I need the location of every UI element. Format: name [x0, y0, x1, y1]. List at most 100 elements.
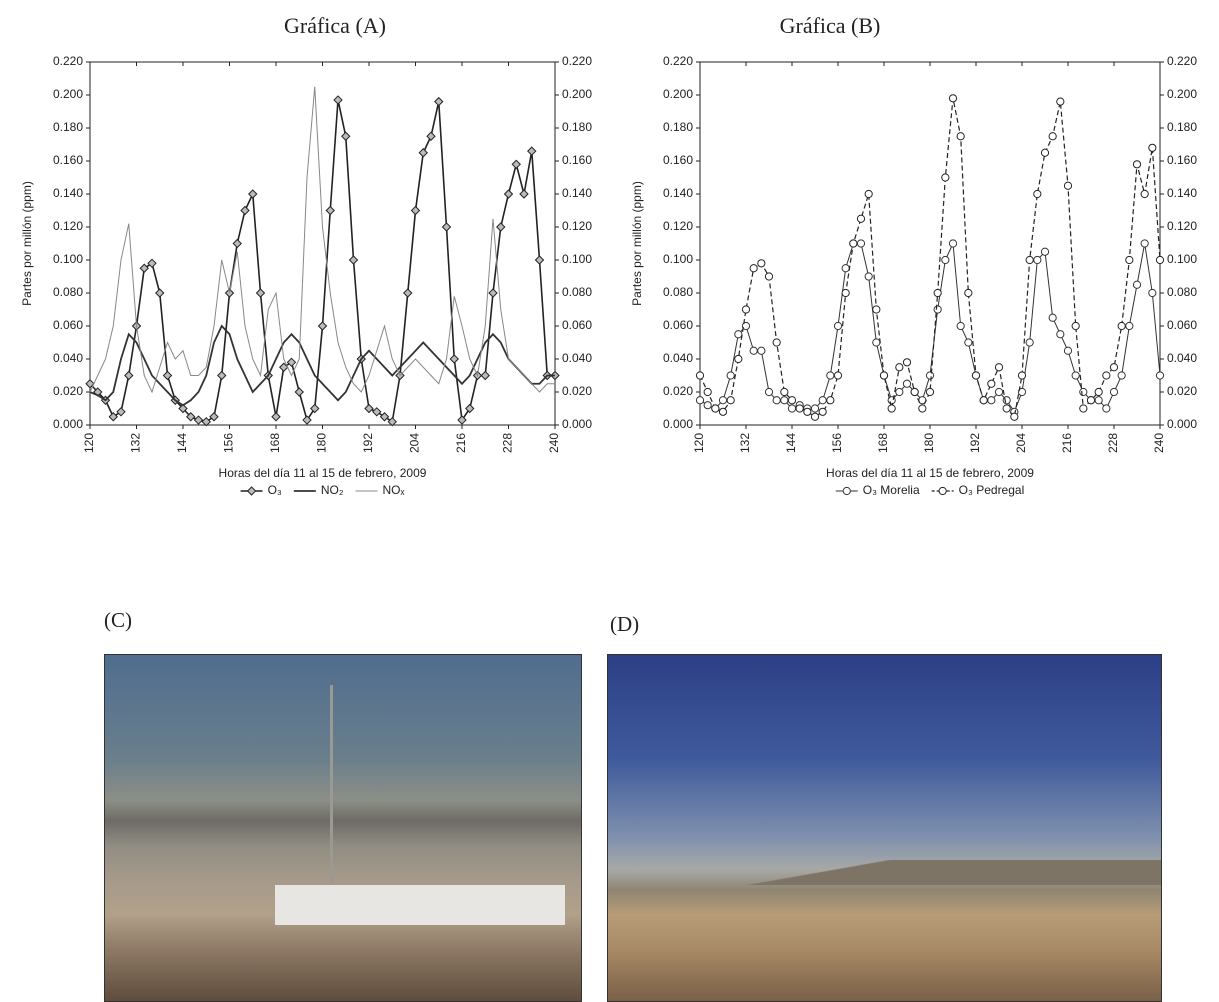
roof: [275, 885, 565, 925]
x-tick-label: 192: [968, 433, 982, 453]
x-tick-label: 204: [1014, 433, 1028, 453]
marker: [325, 205, 335, 216]
marker: [994, 387, 1004, 397]
marker: [979, 396, 988, 405]
mountains: [608, 860, 1161, 885]
y2-tick-label: 0.060: [562, 318, 592, 332]
marker: [333, 95, 343, 105]
marker: [418, 148, 428, 158]
marker: [842, 486, 851, 496]
marker: [310, 403, 320, 414]
marker: [780, 396, 789, 405]
marker: [1002, 404, 1011, 413]
marker: [810, 412, 820, 421]
marker: [193, 415, 204, 425]
marker: [348, 255, 359, 265]
y2-tick-label: 0.120: [1167, 219, 1197, 233]
marker: [856, 239, 866, 248]
marker: [818, 396, 827, 405]
marker: [403, 288, 413, 298]
marker: [1148, 288, 1157, 298]
y2-tick-label: 0.220: [562, 54, 592, 68]
marker: [1155, 255, 1165, 265]
marker: [948, 94, 958, 103]
panel-label: (D): [610, 612, 640, 636]
marker: [925, 387, 935, 397]
y2-tick-label: 0.020: [1167, 384, 1197, 398]
marker: [108, 412, 118, 422]
marker: [803, 407, 812, 416]
marker: [956, 321, 965, 331]
marker: [818, 407, 827, 416]
x-tick-label: 168: [876, 433, 890, 453]
marker: [1132, 160, 1142, 169]
marker: [826, 371, 835, 380]
marker: [248, 189, 258, 199]
marker: [480, 370, 490, 381]
y-tick-label: 0.160: [53, 153, 83, 167]
marker: [841, 288, 850, 298]
y-tick-label: 0.140: [53, 186, 83, 200]
marker: [186, 412, 196, 422]
x-tick-label: 216: [1060, 433, 1074, 453]
marker: [718, 396, 728, 405]
marker: [787, 404, 797, 413]
marker: [116, 407, 126, 417]
marker: [1025, 255, 1034, 265]
x-tick-label: 240: [547, 433, 561, 453]
marker: [162, 370, 173, 381]
y-tick-label: 0.020: [663, 384, 693, 398]
marker: [147, 258, 157, 269]
marker: [780, 387, 789, 397]
marker: [496, 222, 506, 232]
marker: [387, 416, 397, 427]
marker: [240, 205, 250, 216]
y-tick-label: 0.080: [663, 285, 693, 299]
y-tick-label: 0.100: [53, 252, 83, 266]
marker: [1148, 143, 1157, 152]
marker: [887, 404, 896, 413]
marker: [849, 239, 858, 248]
marker: [795, 404, 804, 413]
legend-label: O₃: [268, 483, 282, 497]
marker: [941, 173, 950, 182]
marker: [1094, 396, 1103, 405]
antenna: [330, 685, 333, 895]
marker: [1125, 321, 1134, 331]
marker: [341, 131, 351, 141]
x-tick-label: 192: [361, 433, 375, 453]
marker: [956, 132, 965, 141]
marker: [971, 371, 981, 380]
y2-tick-label: 0.000: [562, 417, 592, 431]
x-tick-label: 132: [738, 433, 752, 453]
marker: [872, 305, 881, 314]
marker: [810, 404, 820, 413]
marker: [933, 305, 942, 314]
marker: [987, 396, 996, 405]
marker: [1117, 371, 1126, 380]
y-tick-label: 0.180: [53, 120, 83, 134]
marker: [465, 403, 475, 414]
marker: [1071, 321, 1080, 331]
marker: [155, 288, 165, 298]
chart-title: Gráfica (B): [780, 13, 881, 38]
x-tick-label: 156: [222, 433, 236, 453]
plot-frame: [699, 61, 1161, 426]
marker: [1033, 189, 1042, 199]
marker: [734, 354, 743, 364]
marker: [1140, 239, 1149, 248]
marker: [864, 272, 873, 281]
y2-tick-label: 0.080: [562, 285, 592, 299]
marker: [833, 321, 843, 331]
marker: [1109, 363, 1119, 372]
marker: [434, 96, 444, 107]
marker: [1048, 132, 1057, 141]
marker: [726, 371, 735, 380]
marker: [711, 404, 720, 413]
series-line: [89, 324, 555, 407]
x-tick-label: 132: [129, 433, 143, 453]
marker: [379, 412, 390, 422]
legend-label: O₃ Pedregal: [959, 483, 1025, 497]
marker: [1040, 247, 1050, 256]
